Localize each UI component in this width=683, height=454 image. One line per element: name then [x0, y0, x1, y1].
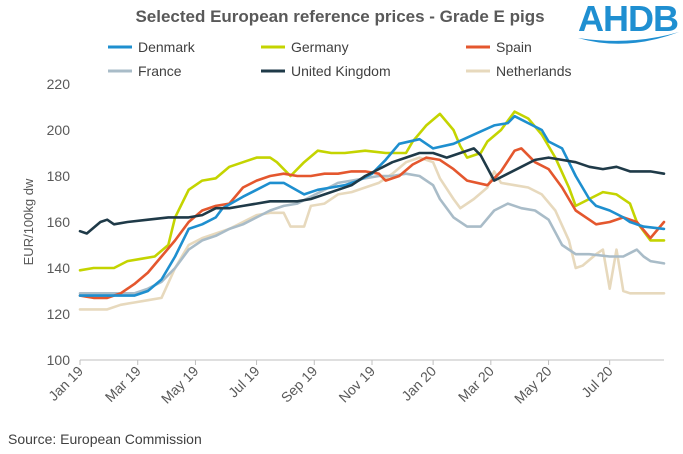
x-tick-label: May 19: [158, 363, 202, 407]
legend-label-netherlands: Netherlands: [496, 63, 572, 79]
chart-title: Selected European reference prices - Gra…: [135, 7, 545, 26]
x-tick-label: Sep 19: [278, 363, 321, 406]
y-tick-label: 120: [47, 306, 71, 322]
y-tick-label: 140: [47, 260, 71, 276]
x-tick-label: Mar 20: [455, 363, 497, 405]
y-tick-label: 200: [47, 122, 71, 138]
source-note: Source: European Commission: [8, 431, 202, 447]
y-axis-label: EUR/100kg dw: [21, 178, 36, 265]
chart-axes: 100 120 140 160 180 200 220 Jan 19 Mar 19 May 19 J…: [45, 76, 664, 407]
legend-label-united-kingdom: United Kingdom: [291, 63, 391, 79]
y-tick-label: 100: [47, 352, 71, 368]
series-line-united-kingdom: [78, 147, 666, 235]
legend-label-denmark: Denmark: [138, 39, 196, 55]
logo-text: AHDB: [578, 0, 678, 39]
series-line-germany: [78, 110, 666, 272]
plot-area: [78, 110, 666, 311]
logo-swoosh: [578, 32, 679, 44]
series-line-france: [78, 172, 666, 295]
x-tick-label: Jul 20: [578, 363, 616, 401]
legend-label-spain: Spain: [496, 39, 532, 55]
x-tick-label: Nov 19: [335, 363, 378, 406]
legend-label-france: France: [138, 63, 182, 79]
legend: Denmark Germany Spain France United Kingdom N…: [108, 39, 572, 79]
y-tick-label: 160: [47, 214, 71, 230]
y-tick-label: 220: [47, 76, 71, 92]
y-tick-label: 180: [47, 168, 71, 184]
x-tick-label: Jan 20: [398, 363, 439, 404]
series-line-denmark: [78, 114, 666, 297]
series-line-spain: [78, 147, 666, 300]
x-tick-label: Jan 19: [45, 363, 86, 404]
ahdb-logo: AHDB: [578, 0, 679, 44]
x-tick-label: May 20: [511, 363, 555, 407]
x-tick-label: Jul 19: [225, 363, 263, 401]
series-line-netherlands: [78, 156, 666, 311]
x-tick-label: Mar 19: [102, 363, 144, 405]
legend-label-germany: Germany: [291, 39, 349, 55]
